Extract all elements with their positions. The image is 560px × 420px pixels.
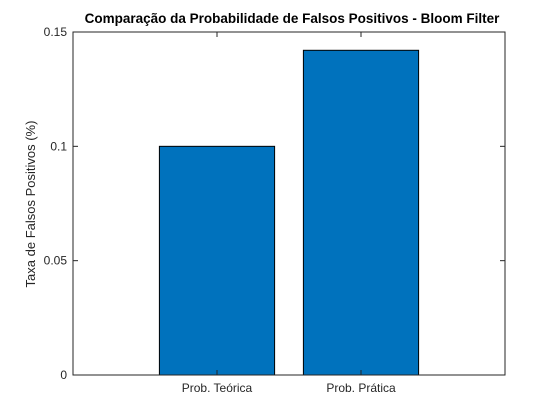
y-tick-label: 0.05 xyxy=(44,254,68,268)
plot-background xyxy=(73,32,505,375)
x-tick-label: Prob. Teórica xyxy=(182,381,253,395)
plot-area: 0 0.05 0.1 0.15 Prob. Teórica Prob. Prática xyxy=(44,25,506,395)
x-tick-label: Prob. Prática xyxy=(326,381,396,395)
bar-2 xyxy=(302,49,420,376)
bar-1 xyxy=(158,145,276,376)
y-tick-label: 0 xyxy=(60,368,67,382)
chart-title: Comparação da Probabilidade de Falsos Po… xyxy=(85,11,501,26)
y-tick-label: 0.15 xyxy=(44,25,68,39)
axes-box xyxy=(72,31,506,376)
y-axis-label: Taxa de Falsos Positivos (%) xyxy=(23,121,38,288)
y-tick-label: 0.1 xyxy=(50,139,67,153)
